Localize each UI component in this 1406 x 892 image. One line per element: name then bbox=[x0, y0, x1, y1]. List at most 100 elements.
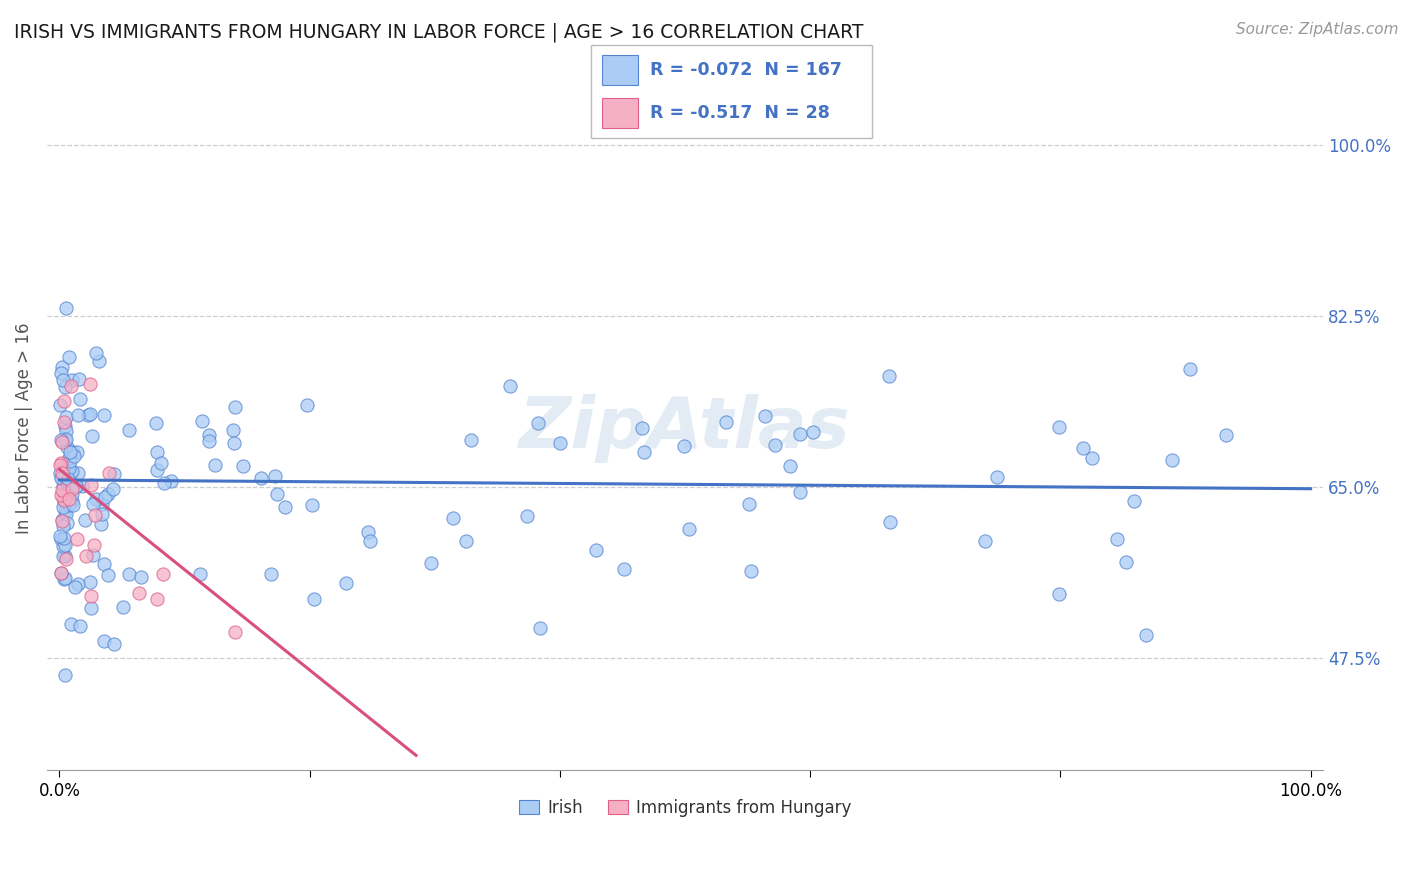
Point bbox=[53, 418, 76, 433]
FancyBboxPatch shape bbox=[591, 45, 872, 138]
Point bbox=[673, 439, 696, 453]
Point bbox=[118, 566, 141, 581]
Point bbox=[58, 498, 80, 512]
Point bbox=[93, 408, 115, 422]
Point bbox=[52, 549, 75, 563]
Point bbox=[49, 434, 72, 448]
Point bbox=[59, 454, 82, 468]
Point bbox=[51, 435, 73, 450]
Point bbox=[103, 637, 125, 651]
Point bbox=[53, 380, 76, 394]
Point bbox=[53, 667, 76, 681]
Point bbox=[52, 415, 75, 429]
Point bbox=[55, 491, 77, 505]
Point bbox=[83, 508, 105, 522]
Point bbox=[1081, 450, 1104, 465]
Point bbox=[49, 528, 72, 542]
Point bbox=[128, 586, 150, 600]
Point bbox=[58, 496, 80, 510]
Point bbox=[204, 458, 226, 472]
Point bbox=[73, 514, 96, 528]
Point bbox=[66, 577, 89, 591]
Point bbox=[55, 489, 77, 503]
Text: R = -0.072  N = 167: R = -0.072 N = 167 bbox=[650, 61, 841, 78]
Point bbox=[62, 373, 84, 387]
Point bbox=[789, 426, 811, 441]
Point bbox=[84, 346, 107, 360]
Bar bbox=[602, 98, 638, 128]
Point bbox=[93, 557, 115, 571]
Point bbox=[420, 556, 443, 570]
Point bbox=[87, 354, 110, 368]
Point bbox=[188, 567, 211, 582]
Point bbox=[51, 360, 73, 375]
Point bbox=[224, 435, 246, 450]
Point bbox=[232, 459, 254, 474]
Point bbox=[295, 398, 318, 412]
Point bbox=[82, 428, 104, 442]
Point bbox=[1160, 453, 1182, 467]
Point bbox=[516, 508, 538, 523]
Point bbox=[103, 467, 125, 482]
Point bbox=[152, 566, 174, 581]
Point bbox=[145, 591, 167, 606]
Point bbox=[80, 478, 103, 492]
Point bbox=[49, 467, 72, 481]
Point bbox=[51, 566, 73, 580]
Point bbox=[82, 548, 104, 562]
Point bbox=[51, 471, 73, 485]
Point bbox=[53, 503, 76, 517]
Point bbox=[53, 538, 76, 552]
Text: R = -0.517  N = 28: R = -0.517 N = 28 bbox=[650, 103, 830, 121]
Point bbox=[55, 507, 77, 521]
Point bbox=[529, 621, 551, 635]
Text: Source: ZipAtlas.com: Source: ZipAtlas.com bbox=[1236, 22, 1399, 37]
Point bbox=[59, 379, 82, 393]
Point bbox=[55, 424, 77, 438]
Point bbox=[52, 483, 75, 498]
Point bbox=[56, 440, 79, 454]
Point bbox=[52, 458, 75, 473]
Point bbox=[740, 564, 762, 578]
Point bbox=[69, 392, 91, 406]
Point bbox=[738, 497, 761, 511]
Point bbox=[51, 483, 73, 498]
Point bbox=[79, 376, 101, 391]
Point bbox=[1178, 362, 1201, 376]
Point bbox=[1115, 555, 1137, 569]
Point bbox=[52, 519, 75, 533]
Point bbox=[70, 479, 93, 493]
Point bbox=[51, 488, 73, 502]
Point bbox=[59, 617, 82, 632]
Point bbox=[356, 524, 378, 539]
Point bbox=[986, 470, 1008, 484]
Point bbox=[250, 471, 273, 485]
Point bbox=[90, 516, 112, 531]
Point bbox=[52, 540, 75, 554]
Point bbox=[53, 571, 76, 585]
Point bbox=[75, 549, 97, 564]
Legend: Irish, Immigrants from Hungary: Irish, Immigrants from Hungary bbox=[512, 792, 858, 823]
Point bbox=[53, 394, 76, 409]
Point bbox=[1105, 532, 1128, 546]
Point bbox=[67, 467, 90, 481]
Text: ZipAtlas: ZipAtlas bbox=[519, 393, 851, 463]
Point bbox=[56, 472, 79, 486]
Point bbox=[149, 456, 172, 470]
Point bbox=[456, 533, 478, 548]
Point bbox=[779, 458, 801, 473]
Point bbox=[56, 472, 79, 486]
Point bbox=[198, 427, 221, 442]
Point bbox=[801, 425, 824, 439]
Point bbox=[59, 445, 82, 459]
Point bbox=[879, 515, 901, 529]
Point bbox=[65, 478, 87, 492]
Point bbox=[55, 488, 77, 502]
Point bbox=[55, 516, 77, 530]
Point bbox=[224, 625, 246, 640]
Point bbox=[65, 479, 87, 493]
Point bbox=[789, 484, 811, 499]
Point bbox=[55, 551, 77, 566]
Point bbox=[117, 423, 139, 437]
Point bbox=[67, 372, 90, 386]
